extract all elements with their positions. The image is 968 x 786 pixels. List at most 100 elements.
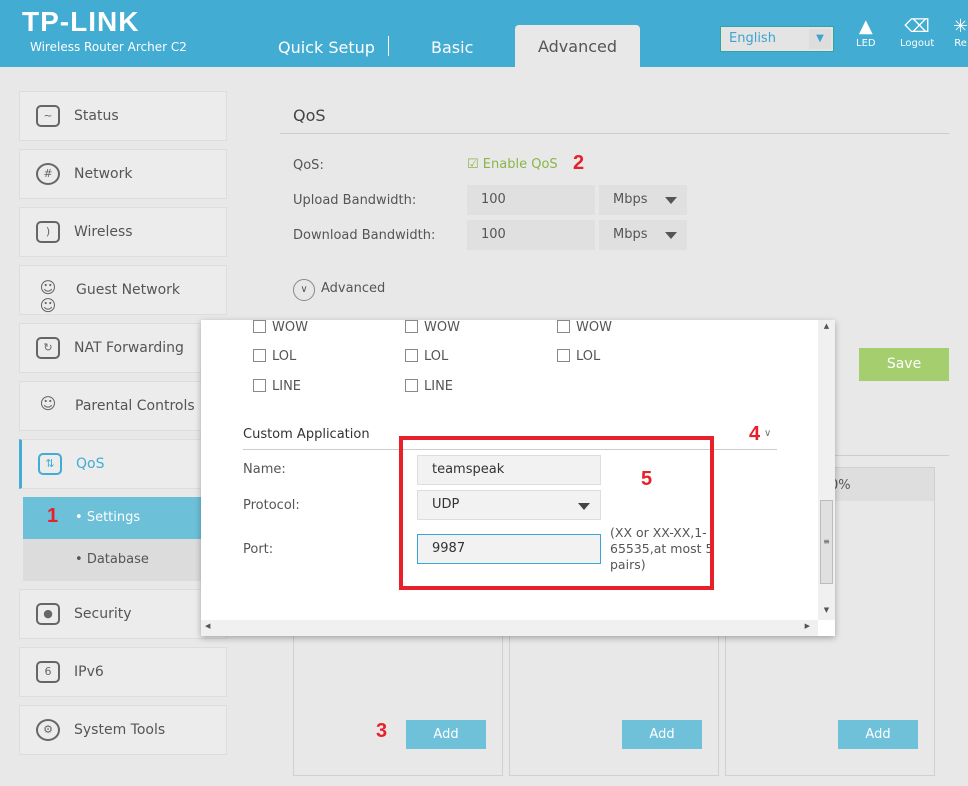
upload-bandwidth-input[interactable]: 100	[467, 185, 595, 215]
advanced-toggle[interactable]: ∨ Advanced	[293, 279, 385, 301]
label: WOW	[424, 320, 460, 335]
sidebar-sub-database[interactable]: • Database	[23, 539, 227, 581]
label: System Tools	[74, 722, 166, 738]
sidebar-item-nat-forwarding[interactable]: ↻ NAT Forwarding	[19, 323, 227, 373]
tab-advanced[interactable]: Advanced	[515, 25, 640, 67]
annotation-5: 5	[641, 468, 653, 490]
label: Database	[86, 552, 149, 567]
app-checkbox-lol[interactable]: LOL	[405, 349, 448, 364]
app-checkbox-line[interactable]: LINE	[405, 379, 453, 394]
logo: TP-LINK	[22, 6, 140, 37]
add-button-middle[interactable]: Add	[622, 720, 702, 749]
app-checkbox-wow[interactable]: WOW	[253, 320, 308, 335]
scroll-right-icon[interactable]: ▶	[804, 622, 810, 630]
highlight-box	[399, 436, 714, 590]
tab-divider	[388, 36, 389, 56]
port-hint: (XX or XX-XX,1-65535,at most 5 pairs)	[610, 525, 714, 572]
tab-quick-setup[interactable]: Quick Setup	[278, 38, 375, 57]
value: UDP	[432, 497, 460, 512]
label: NAT Forwarding	[74, 340, 184, 356]
label: Network	[74, 166, 133, 182]
led-icon: ▲	[858, 16, 873, 37]
value: Mbps	[613, 192, 648, 207]
caret-down-icon	[578, 503, 590, 510]
label: QoS	[76, 456, 105, 472]
app-checkbox-lol[interactable]: LOL	[557, 349, 600, 364]
qos-label: QoS:	[293, 158, 324, 173]
checkbox-checked-icon: ☑	[467, 157, 479, 172]
port-input[interactable]: 9987	[417, 534, 601, 564]
label: LOL	[576, 349, 601, 364]
add-button-high[interactable]: Add	[406, 720, 486, 749]
app-checkbox-wow[interactable]: WOW	[405, 320, 460, 335]
annotation-1: 1	[47, 505, 59, 527]
label: Status	[74, 108, 119, 124]
sidebar-item-guest-network[interactable]: ☺☺ Guest Network	[19, 265, 227, 315]
label: WOW	[576, 320, 612, 335]
port-label: Port:	[243, 542, 274, 557]
name-label: Name:	[243, 462, 286, 477]
sidebar-item-system-tools[interactable]: ⚙ System Tools	[19, 705, 227, 755]
annotation-4: 4	[749, 423, 761, 445]
label: Wireless	[74, 224, 133, 240]
scroll-up-icon[interactable]: ▲	[823, 322, 830, 330]
refresh-icon: ↻	[36, 337, 60, 359]
annotation-2: 2	[573, 152, 585, 174]
scroll-left-icon[interactable]: ◀	[205, 622, 211, 630]
qos-icon: ⇅	[38, 453, 62, 475]
label: Settings	[86, 510, 141, 525]
logout-button[interactable]: ⌫ Logout	[900, 16, 934, 49]
language-value: English	[729, 31, 776, 46]
wifi-icon: )	[36, 221, 60, 243]
protocol-select[interactable]: UDP	[417, 490, 601, 520]
model-name: Wireless Router Archer C2	[30, 40, 187, 54]
add-button-low[interactable]: Add	[838, 720, 918, 749]
app-checkbox-line[interactable]: LINE	[253, 379, 301, 394]
led-button[interactable]: ▲ LED	[856, 16, 876, 49]
label: Security	[74, 606, 132, 622]
scrollbar-thumb[interactable]: ≡	[820, 500, 833, 584]
scroll-down-icon[interactable]: ▼	[823, 606, 830, 614]
family-icon: ☺	[39, 394, 57, 413]
horizontal-scrollbar[interactable]: ◀ ▶	[201, 620, 818, 636]
sidebar-item-parental-controls[interactable]: ☺ Parental Controls	[19, 381, 227, 431]
download-unit-select[interactable]: Mbps	[599, 220, 687, 250]
sidebar-item-network[interactable]: # Network	[19, 149, 227, 199]
download-label: Download Bandwidth:	[293, 228, 436, 243]
sidebar-item-wireless[interactable]: ) Wireless	[19, 207, 227, 257]
chevron-down-icon: ▼	[809, 29, 831, 49]
save-button[interactable]: Save	[859, 348, 949, 381]
sidebar-sub-settings[interactable]: • Settings	[23, 497, 227, 539]
caret-down-icon	[665, 197, 677, 204]
label: IPv6	[74, 664, 104, 680]
app-checkbox-wow[interactable]: WOW	[557, 320, 612, 335]
divider	[243, 449, 777, 450]
sidebar-item-ipv6[interactable]: 6 IPv6	[19, 647, 227, 697]
protocol-label: Protocol:	[243, 498, 300, 513]
label: Parental Controls	[75, 398, 195, 414]
enable-qos-checkbox[interactable]: ☑ Enable QoS	[467, 157, 558, 172]
annotation-3: 3	[376, 720, 388, 742]
vertical-scrollbar[interactable]: ▲ ≡ ▼	[818, 320, 835, 620]
upload-unit-select[interactable]: Mbps	[599, 185, 687, 215]
language-select[interactable]: English ▼	[720, 26, 834, 52]
name-input[interactable]: teamspeak	[417, 455, 601, 485]
tab-basic[interactable]: Basic	[431, 38, 474, 57]
label: WOW	[272, 320, 308, 335]
app-checkbox-lol[interactable]: LOL	[253, 349, 296, 364]
reboot-icon: ✳	[953, 16, 968, 37]
label: LOL	[272, 349, 297, 364]
add-application-dialog: WOW WOW WOW LOL LOL LOL LINE LINE Custom…	[201, 320, 835, 636]
download-bandwidth-input[interactable]: 100	[467, 220, 595, 250]
gear-icon: ⚙	[36, 719, 60, 741]
reboot-button[interactable]: ✳ Re	[953, 16, 968, 49]
divider	[835, 455, 949, 456]
logout-icon: ⌫	[904, 16, 930, 37]
chevron-down-icon[interactable]: ∨	[764, 428, 772, 439]
status-icon: ~	[36, 105, 60, 127]
page-title: QoS	[293, 106, 326, 125]
sidebar-item-status[interactable]: ~ Status	[19, 91, 227, 141]
sidebar-item-qos[interactable]: ⇅ QoS	[19, 439, 227, 489]
sidebar-item-security[interactable]: ● Security	[19, 589, 227, 639]
globe-icon: #	[36, 163, 60, 185]
